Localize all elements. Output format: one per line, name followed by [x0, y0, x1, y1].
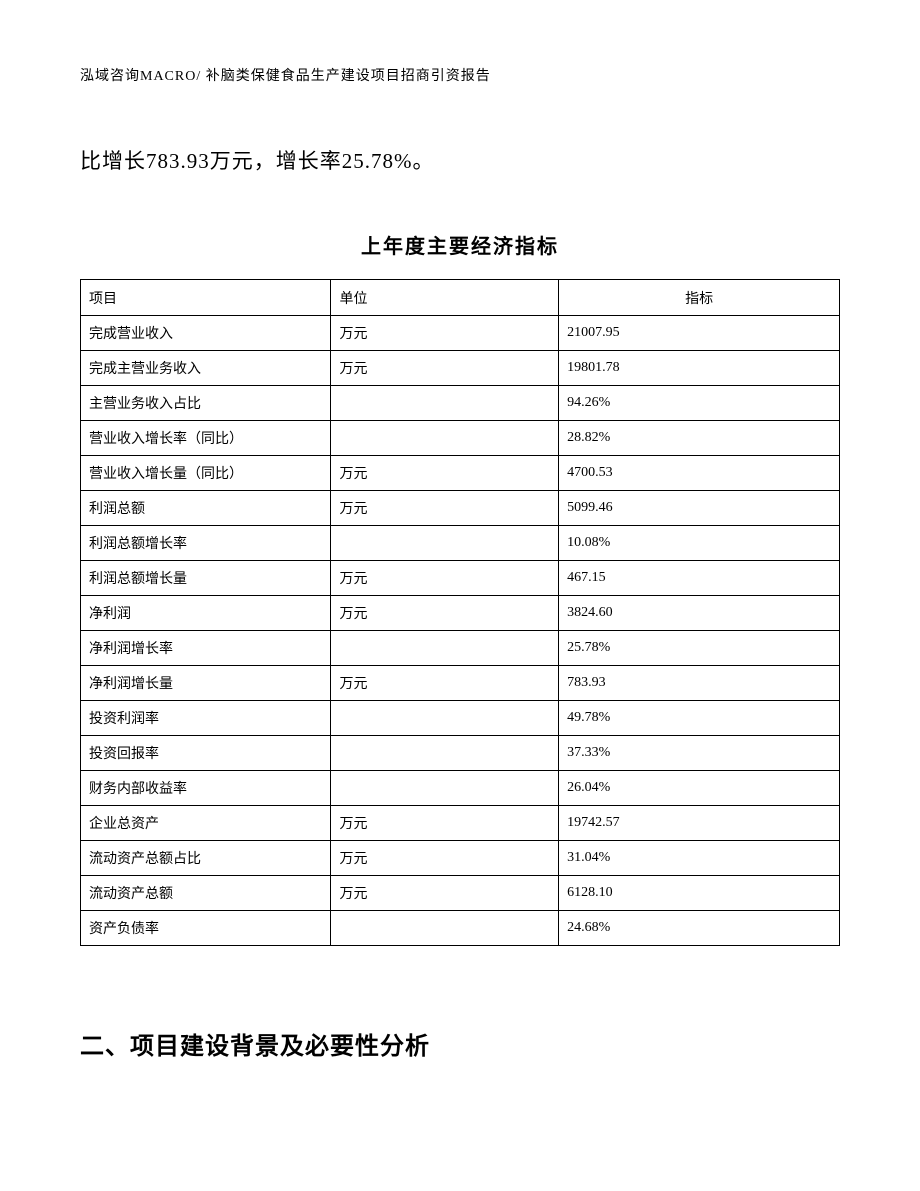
cell-unit: 万元: [331, 841, 559, 876]
cell-project: 利润总额增长量: [81, 561, 331, 596]
cell-value: 5099.46: [559, 491, 840, 526]
cell-project: 资产负债率: [81, 911, 331, 946]
section-heading: 二、项目建设背景及必要性分析: [80, 1026, 840, 1061]
cell-unit: [331, 771, 559, 806]
cell-project: 净利润增长量: [81, 666, 331, 701]
table-row: 投资利润率 49.78%: [81, 701, 840, 736]
cell-value: 10.08%: [559, 526, 840, 561]
table-row: 完成主营业务收入 万元 19801.78: [81, 351, 840, 386]
table-row: 利润总额增长量 万元 467.15: [81, 561, 840, 596]
cell-project: 流动资产总额占比: [81, 841, 331, 876]
economic-indicators-table: 项目 单位 指标 完成营业收入 万元 21007.95 完成主营业务收入 万元 …: [80, 279, 840, 946]
cell-unit: 万元: [331, 491, 559, 526]
cell-value: 26.04%: [559, 771, 840, 806]
table-header-row: 项目 单位 指标: [81, 280, 840, 316]
cell-value: 24.68%: [559, 911, 840, 946]
table-row: 资产负债率 24.68%: [81, 911, 840, 946]
table-row: 主营业务收入占比 94.26%: [81, 386, 840, 421]
cell-unit: [331, 631, 559, 666]
cell-unit: [331, 736, 559, 771]
table-row: 投资回报率 37.33%: [81, 736, 840, 771]
table-row: 完成营业收入 万元 21007.95: [81, 316, 840, 351]
body-paragraph: 比增长783.93万元，增长率25.78%。: [80, 145, 840, 175]
cell-value: 49.78%: [559, 701, 840, 736]
cell-project: 完成营业收入: [81, 316, 331, 351]
cell-project: 流动资产总额: [81, 876, 331, 911]
cell-unit: 万元: [331, 316, 559, 351]
table-row: 净利润 万元 3824.60: [81, 596, 840, 631]
cell-project: 投资利润率: [81, 701, 331, 736]
cell-project: 利润总额增长率: [81, 526, 331, 561]
cell-unit: 万元: [331, 806, 559, 841]
cell-unit: [331, 911, 559, 946]
table-row: 净利润增长量 万元 783.93: [81, 666, 840, 701]
table-row: 营业收入增长量（同比） 万元 4700.53: [81, 456, 840, 491]
cell-unit: [331, 386, 559, 421]
cell-project: 主营业务收入占比: [81, 386, 331, 421]
cell-unit: 万元: [331, 876, 559, 911]
cell-project: 完成主营业务收入: [81, 351, 331, 386]
table-row: 营业收入增长率（同比） 28.82%: [81, 421, 840, 456]
cell-unit: 万元: [331, 666, 559, 701]
cell-value: 94.26%: [559, 386, 840, 421]
page-header: 泓域咨询MACRO/ 补脑类保健食品生产建设项目招商引资报告: [80, 65, 840, 85]
cell-value: 467.15: [559, 561, 840, 596]
cell-project: 净利润: [81, 596, 331, 631]
cell-value: 783.93: [559, 666, 840, 701]
table-row: 流动资产总额占比 万元 31.04%: [81, 841, 840, 876]
cell-project: 净利润增长率: [81, 631, 331, 666]
cell-unit: [331, 421, 559, 456]
table-row: 利润总额增长率 10.08%: [81, 526, 840, 561]
table-row: 利润总额 万元 5099.46: [81, 491, 840, 526]
cell-project: 财务内部收益率: [81, 771, 331, 806]
table-row: 净利润增长率 25.78%: [81, 631, 840, 666]
cell-project: 营业收入增长量（同比）: [81, 456, 331, 491]
cell-project: 投资回报率: [81, 736, 331, 771]
table-row: 企业总资产 万元 19742.57: [81, 806, 840, 841]
cell-project: 企业总资产: [81, 806, 331, 841]
table-title: 上年度主要经济指标: [80, 230, 840, 259]
cell-value: 19801.78: [559, 351, 840, 386]
cell-value: 4700.53: [559, 456, 840, 491]
cell-unit: 万元: [331, 351, 559, 386]
cell-project: 营业收入增长率（同比）: [81, 421, 331, 456]
cell-value: 37.33%: [559, 736, 840, 771]
cell-value: 3824.60: [559, 596, 840, 631]
table-row: 流动资产总额 万元 6128.10: [81, 876, 840, 911]
cell-unit: 万元: [331, 596, 559, 631]
column-header-project: 项目: [81, 280, 331, 316]
column-header-unit: 单位: [331, 280, 559, 316]
cell-unit: [331, 526, 559, 561]
cell-unit: 万元: [331, 456, 559, 491]
cell-unit: [331, 701, 559, 736]
column-header-value: 指标: [559, 280, 840, 316]
cell-value: 25.78%: [559, 631, 840, 666]
cell-unit: 万元: [331, 561, 559, 596]
table-row: 财务内部收益率 26.04%: [81, 771, 840, 806]
cell-value: 31.04%: [559, 841, 840, 876]
cell-value: 28.82%: [559, 421, 840, 456]
cell-value: 6128.10: [559, 876, 840, 911]
cell-project: 利润总额: [81, 491, 331, 526]
cell-value: 19742.57: [559, 806, 840, 841]
cell-value: 21007.95: [559, 316, 840, 351]
table-body: 完成营业收入 万元 21007.95 完成主营业务收入 万元 19801.78 …: [81, 316, 840, 946]
